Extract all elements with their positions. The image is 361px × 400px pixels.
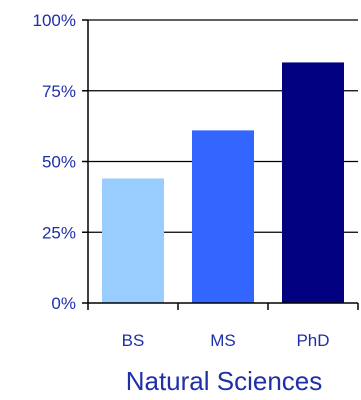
x-axis-title: Natural Sciences [126, 366, 323, 396]
x-tick-label-phd: PhD [296, 331, 329, 350]
bar-bs [102, 178, 164, 303]
y-tick-label: 100% [33, 11, 76, 30]
y-tick-label: 25% [42, 223, 76, 242]
bars [102, 62, 344, 304]
x-tick-label-bs: BS [122, 331, 145, 350]
axes [82, 19, 359, 310]
bar-phd [282, 62, 344, 304]
y-tick-labels: 0% 25% 50% 75% 100% [33, 11, 76, 313]
y-tick-label: 50% [42, 153, 76, 172]
x-tick-labels: BS MS PhD [122, 331, 330, 350]
x-tick-label-ms: MS [210, 331, 236, 350]
bar-ms [192, 130, 254, 303]
y-tick-label: 0% [51, 294, 76, 313]
y-tick-label: 75% [42, 82, 76, 101]
